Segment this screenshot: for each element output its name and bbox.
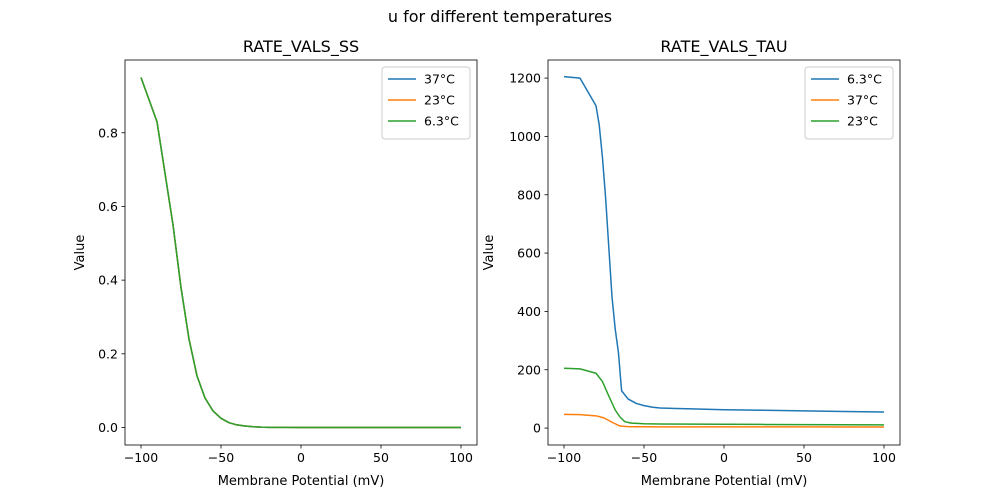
legend-label: 37°C <box>847 93 878 108</box>
y-tick-label: 0.2 <box>98 346 118 361</box>
x-tick-label: −100 <box>124 450 158 465</box>
x-tick-label: −100 <box>547 450 581 465</box>
x-tick-label: −50 <box>631 450 657 465</box>
legend-label: 6.3°C <box>847 72 882 87</box>
legend-label: 23°C <box>424 93 455 108</box>
y-axis-label: Value <box>482 235 497 271</box>
y-axis-label: Value <box>73 235 88 271</box>
x-tick-label: 100 <box>449 450 473 465</box>
x-tick-label: −50 <box>208 450 234 465</box>
y-tick-label: 0.4 <box>98 273 118 288</box>
series-line-3 <box>563 367 885 426</box>
series-line-1 <box>563 75 885 413</box>
x-axis-label: Membrane Potential (mV) <box>641 474 808 489</box>
y-tick-label: 400 <box>517 304 541 319</box>
x-tick-label: 50 <box>373 450 389 465</box>
y-tick-label: 0.0 <box>98 420 118 435</box>
subplot-title: RATE_VALS_SS <box>243 37 359 57</box>
series-line-3 <box>140 77 461 429</box>
x-tick-label: 50 <box>796 450 812 465</box>
x-tick-label: 100 <box>872 450 896 465</box>
legend-label: 6.3°C <box>424 114 459 129</box>
y-tick-label: 0.6 <box>98 199 118 214</box>
y-tick-label: 1200 <box>509 71 541 86</box>
x-axis-label: Membrane Potential (mV) <box>218 474 385 489</box>
y-tick-label: 0.8 <box>98 125 118 140</box>
legend-label: 23°C <box>847 114 878 129</box>
x-tick-label: 0 <box>297 450 305 465</box>
figure-title: u for different temperatures <box>387 7 613 26</box>
y-tick-label: 600 <box>517 246 541 261</box>
y-tick-label: 200 <box>517 362 541 377</box>
y-tick-label: 800 <box>517 187 541 202</box>
legend-label: 37°C <box>424 72 455 87</box>
series-line-2 <box>563 413 885 428</box>
subplot-title: RATE_VALS_TAU <box>660 37 787 57</box>
x-tick-label: 0 <box>720 450 728 465</box>
y-tick-label: 0 <box>533 421 541 436</box>
y-tick-label: 1000 <box>509 129 541 144</box>
